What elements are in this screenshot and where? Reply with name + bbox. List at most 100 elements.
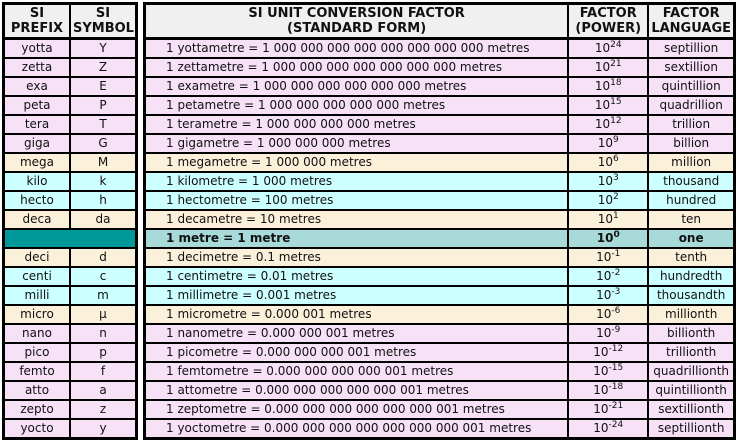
factor-power-cell: 10-3 (567, 285, 650, 306)
symbol-cell: G (69, 133, 138, 154)
conversion-row-micro: 1 micrometre = 0.000 001 metres 10-6 milli… (143, 304, 736, 325)
factor-language-cell: million (647, 152, 736, 173)
factor-exponent: -18 (608, 382, 624, 392)
symbol-cell: da (69, 209, 138, 230)
factor-power-cell: 102 (567, 190, 650, 211)
prefix-row-nano: nano n (2, 323, 138, 344)
prefix-cell: deca (2, 209, 71, 230)
prefix-row-kilo: kilo k (2, 171, 138, 192)
prefix-row-atto: atto a (2, 380, 138, 401)
conversion-cell: 1 zettametre = 1 000 000 000 000 000 000… (143, 57, 570, 78)
factor-language-column-header: FACTOR LANGUAGE (647, 2, 736, 40)
prefix-cell: atto (2, 380, 71, 401)
conversion-row-tera: 1 terametre = 1 000 000 000 000 metres 10… (143, 114, 736, 135)
factor-power-cell: 101 (567, 209, 650, 230)
factor-language-cell: sextillionth (647, 399, 736, 420)
conversion-cell: 1 millimetre = 0.001 metres (143, 285, 570, 306)
conversion-row-hecto: 1 hectometre = 100 metres 102 hundred (143, 190, 736, 211)
factor-base: 10 (596, 231, 614, 245)
factor-language-cell: quintillionth (647, 380, 736, 401)
conversion-cell: 1 exametre = 1 000 000 000 000 000 000 m… (143, 76, 570, 97)
factor-language-cell: millionth (647, 304, 736, 325)
factor-exponent: -15 (608, 363, 624, 373)
conversion-cell: 1 decimetre = 0.1 metres (143, 247, 570, 268)
factor-language-cell: trillion (647, 114, 736, 135)
factor-exponent: 24 (610, 40, 622, 50)
prefix-cell: zepto (2, 399, 71, 420)
conversion-cell: 1 micrometre = 0.000 001 metres (143, 304, 570, 325)
si-conversion-table: SI UNIT CONVERSION FACTOR (STANDARD FORM… (143, 2, 736, 440)
conversion-cell: 1 gigametre = 1 000 000 000 metres (143, 133, 570, 154)
factor-base: 10 (597, 212, 614, 226)
conversion-row-zetta: 1 zettametre = 1 000 000 000 000 000 000… (143, 57, 736, 78)
factor-base: 10 (594, 117, 611, 131)
factor-base: 10 (594, 60, 611, 74)
factor-language-cell: thousandth (647, 285, 736, 306)
conversion-column-header: SI UNIT CONVERSION FACTOR (STANDARD FORM… (143, 2, 570, 40)
factor-exponent: -3 (611, 287, 621, 297)
factor-base: 10 (596, 307, 612, 321)
factor-power-column-header: FACTOR (POWER) (567, 2, 650, 40)
factor-power-cell: 10-15 (567, 361, 650, 382)
factor-exponent: -1 (611, 249, 621, 259)
conversion-row-centi: 1 centimetre = 0.01 metres 10-2 hundredth (143, 266, 736, 287)
conversion-cell: 1 kilometre = 1 000 metres (143, 171, 570, 192)
symbol-cell: m (69, 285, 138, 306)
factor-exponent: -12 (608, 344, 624, 354)
conversion-row-exa: 1 exametre = 1 000 000 000 000 000 000 m… (143, 76, 736, 97)
factor-exponent: 1 (613, 211, 619, 221)
symbol-cell: µ (69, 304, 138, 325)
factor-exponent: 6 (613, 154, 619, 164)
prefix-cell: kilo (2, 171, 71, 192)
symbol-cell: Y (69, 37, 138, 59)
factor-exponent: 21 (610, 59, 622, 69)
conversion-cell: 1 yoctometre = 0.000 000 000 000 000 000… (143, 418, 570, 440)
factor-base: 10 (597, 193, 614, 207)
conversion-cell: 1 centimetre = 0.01 metres (143, 266, 570, 287)
factor-base: 10 (593, 383, 609, 397)
factor-base: 10 (593, 364, 609, 378)
factor-language-cell: quadrillion (647, 95, 736, 116)
conversion-cell: 1 decametre = 10 metres (143, 209, 570, 230)
factor-power-cell: 10-21 (567, 399, 650, 420)
conversion-cell: 1 femtometre = 0.000 000 000 000 001 met… (143, 361, 570, 382)
symbol-cell: d (69, 247, 138, 268)
factor-power-cell: 10-1 (567, 247, 650, 268)
conversion-cell: 1 petametre = 1 000 000 000 000 000 metr… (143, 95, 570, 116)
prefix-row-exa: exa E (2, 76, 138, 97)
symbol-cell: n (69, 323, 138, 344)
si-symbol-column-header: SI SYMBOL (69, 2, 138, 40)
symbol-cell: T (69, 114, 138, 135)
conversion-row-zepto: 1 zeptometre = 0.000 000 000 000 000 000… (143, 399, 736, 420)
prefix-row-deca: deca da (2, 209, 138, 230)
prefix-cell: zetta (2, 57, 71, 78)
factor-exponent: 0 (613, 230, 620, 240)
prefix-row-zetta: zetta Z (2, 57, 138, 78)
factor-language-cell: sextillion (647, 57, 736, 78)
factor-language-cell: billion (647, 133, 736, 154)
conversion-row-giga: 1 gigametre = 1 000 000 000 metres 109 bil… (143, 133, 736, 154)
prefix-cell: milli (2, 285, 71, 306)
conversion-cell: 1 hectometre = 100 metres (143, 190, 570, 211)
conversion-row-peta: 1 petametre = 1 000 000 000 000 000 metr… (143, 95, 736, 116)
prefix-cell: yocto (2, 418, 71, 440)
factor-exponent: 18 (610, 78, 622, 88)
symbol-cell: z (69, 399, 138, 420)
factor-base: 10 (593, 402, 609, 416)
conversion-cell: 1 nanometre = 0.000 000 001 metres (143, 323, 570, 344)
metre-highlight-cell (2, 228, 138, 249)
prefix-cell: yotta (2, 37, 71, 59)
symbol-cell: M (69, 152, 138, 173)
factor-base: 10 (596, 269, 612, 283)
factor-language-cell: trillionth (647, 342, 736, 363)
prefix-row-femto: femto f (2, 361, 138, 382)
conversion-row-yotta: 1 yottametre = 1 000 000 000 000 000 000… (143, 37, 736, 59)
prefix-cell: femto (2, 361, 71, 382)
factor-power-cell: 10-2 (567, 266, 650, 287)
prefix-row-pico: pico p (2, 342, 138, 363)
factor-language-cell: hundred (647, 190, 736, 211)
factor-language-cell: billionth (647, 323, 736, 344)
factor-power-cell: 1012 (567, 114, 650, 135)
